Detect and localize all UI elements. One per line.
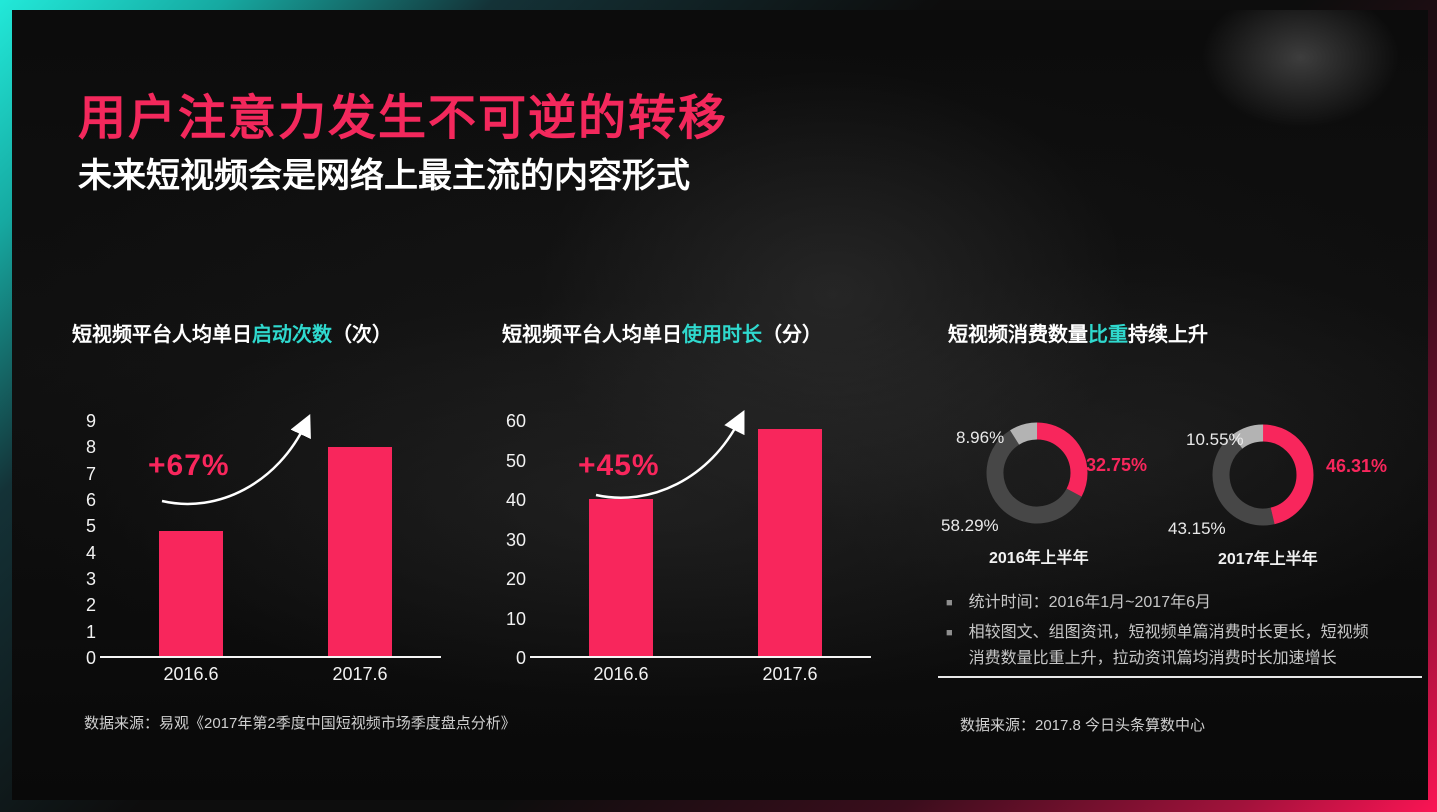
x-category-label: 2016.6	[593, 664, 649, 684]
growth-label: +67%	[148, 449, 230, 482]
y-tick-label: 10	[505, 608, 526, 629]
chart-title-text: 短视频平台人均单日	[502, 324, 682, 346]
donut-2017-h1	[1212, 424, 1314, 526]
bar-2016.6	[159, 530, 223, 656]
donut-label-highlight-2016: 32.75%	[1086, 455, 1148, 475]
donut-label-light-2016: 8.96%	[956, 428, 1005, 447]
chart-launch-times: 短视频平台人均单日启动次数（次） 0 1 2 3 4 5 6 7 8 9 +67% 2016.6 2…	[70, 314, 490, 714]
x-category-label: 2016.6	[163, 664, 219, 684]
y-tick-label: 20	[505, 569, 526, 590]
chart-consumption-share: 短视频消费数量比重持续上升 8.96% 32.75% 58.29% 2016年上…	[930, 314, 1430, 584]
note-text: 统计时间：2016年1月~2017年6月	[968, 594, 1211, 611]
growth-label: +45%	[578, 449, 660, 482]
chart-title-text: 短视频平台人均单日	[72, 324, 252, 346]
donut-segment	[1212, 424, 1314, 526]
chart-title-text: 短视频消费数量	[948, 324, 1088, 346]
chart-title-highlight: 使用时长	[682, 324, 762, 346]
chart-title: 短视频平台人均单日使用时长（分）	[502, 318, 822, 347]
divider-line	[938, 676, 1422, 678]
y-axis: 0 10 20 30 40 50 60	[500, 412, 526, 667]
chart-title-unit: （次）	[332, 324, 392, 346]
note-item: ■ 统计时间：2016年1月~2017年6月	[940, 590, 1370, 616]
y-tick-label: 6	[85, 490, 96, 511]
y-tick-label: 4	[85, 542, 96, 563]
donut-label-light-2017: 10.55%	[1186, 430, 1244, 449]
bar-plot: +45% 2016.6 2017.6	[530, 410, 871, 684]
growth-arrow-icon	[161, 413, 311, 506]
y-tick-label: 2	[85, 595, 96, 616]
chart-title-highlight: 比重	[1088, 324, 1128, 346]
bar-2017.6	[328, 447, 392, 656]
x-category-label: 2017.6	[762, 664, 818, 684]
donut-caption-2016: 2016年上半年	[989, 550, 1089, 567]
chart-title-unit: （分）	[762, 324, 822, 346]
y-tick-label: 0	[515, 648, 526, 668]
note-item: ■ 相较图文、组图资讯，短视频单篇消费时长更长，短视频消费数量比重上升，拉动资讯…	[940, 620, 1370, 672]
chart-title-highlight: 启动次数	[252, 324, 332, 346]
y-tick-label: 50	[505, 450, 526, 471]
donut-label-highlight-2017: 46.31%	[1326, 456, 1388, 476]
bar-2017.6	[758, 428, 822, 656]
page-title: 用户注意力发生不可逆的转移	[78, 92, 729, 145]
y-tick-label: 0	[85, 648, 96, 668]
y-tick-label: 1	[85, 621, 96, 642]
chart-title: 短视频消费数量比重持续上升	[948, 318, 1208, 347]
x-category-label: 2017.6	[332, 664, 388, 684]
page-subtitle: 未来短视频会是网络上最主流的内容形式	[78, 157, 690, 195]
source-left: 数据来源：易观《2017年第2季度中国短视频市场季度盘点分析》	[84, 715, 516, 732]
donut-caption-2017: 2017年上半年	[1218, 551, 1318, 568]
bar-plot: +67% 2016.6 2017.6	[100, 413, 441, 684]
bullet-square-icon: ■	[946, 597, 953, 609]
donut-2016-h1	[986, 422, 1088, 524]
background-photo	[12, 10, 1428, 800]
notes-list: ■ 统计时间：2016年1月~2017年6月 ■ 相较图文、组图资讯，短视频单篇…	[940, 590, 1370, 676]
y-tick-label: 7	[85, 463, 96, 484]
source-right: 数据来源：2017.8 今日头条算数中心	[960, 717, 1206, 734]
donut-label-dark-2016: 58.29%	[941, 516, 999, 535]
y-tick-label: 9	[85, 411, 96, 431]
y-tick-label: 3	[85, 569, 96, 590]
bar-2016.6	[589, 499, 653, 656]
chart-usage-duration: 短视频平台人均单日使用时长（分） 0 10 20 30 40 50 60 +45% 2016…	[500, 314, 920, 714]
y-tick-label: 40	[505, 490, 526, 511]
y-tick-label: 5	[85, 516, 96, 537]
chart-title-suffix: 持续上升	[1128, 324, 1208, 346]
y-tick-label: 8	[85, 437, 96, 458]
bullet-square-icon: ■	[946, 627, 953, 639]
growth-arrow-icon	[595, 410, 745, 499]
y-tick-label: 30	[505, 529, 526, 550]
note-text: 相较图文、组图资讯，短视频单篇消费时长更长，短视频消费数量比重上升，拉动资讯篇均…	[968, 624, 1369, 667]
chart-title: 短视频平台人均单日启动次数（次）	[72, 318, 392, 347]
y-tick-label: 60	[505, 411, 526, 431]
donut-label-dark-2017: 43.15%	[1168, 519, 1226, 538]
y-axis: 0 1 2 3 4 5 6 7 8 9	[70, 412, 96, 667]
